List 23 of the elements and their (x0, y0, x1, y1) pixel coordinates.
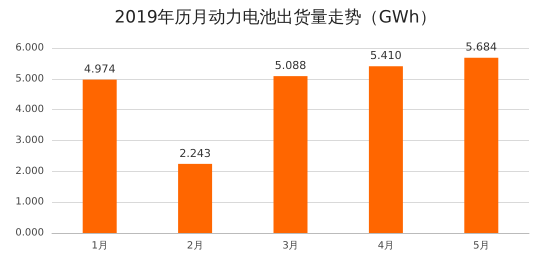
x-tick-label: 2月 (186, 240, 204, 252)
x-tick-label: 5月 (473, 240, 490, 252)
bar (178, 164, 212, 233)
y-tick-label: 6.000 (15, 42, 44, 54)
y-tick-label: 2.000 (15, 166, 44, 177)
data-label: 5.410 (370, 49, 402, 62)
y-tick-label: 5.000 (15, 73, 44, 84)
data-label: 5.088 (274, 59, 306, 72)
x-tick-label: 4月 (378, 240, 394, 252)
y-tick-label: 4.000 (15, 104, 44, 116)
x-tick-label: 1月 (92, 240, 108, 252)
data-label: 4.974 (84, 62, 116, 76)
bar (464, 58, 498, 233)
bar (274, 76, 308, 233)
bar (82, 80, 117, 233)
data-label: 2.243 (179, 146, 211, 160)
bar (368, 66, 403, 233)
y-tick-label: 1.000 (15, 196, 44, 208)
x-tick-label: 3月 (282, 240, 299, 252)
y-tick-label: 3.000 (15, 135, 44, 146)
data-label: 5.684 (466, 40, 498, 54)
y-tick-label: 0.000 (15, 228, 44, 238)
chart-title: 2019年历月动力电池出货量走势（GWh） (114, 8, 437, 28)
